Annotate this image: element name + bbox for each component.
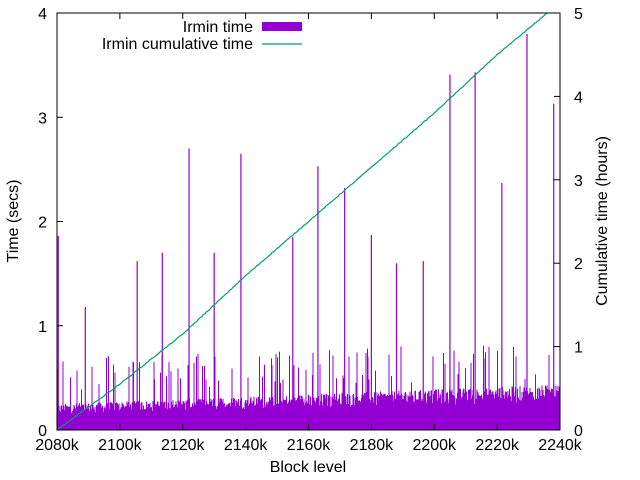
legend-label-irmin-time: Irmin time <box>183 19 253 36</box>
x-tick-label: 2220k <box>475 437 520 454</box>
y-tick-label: 2 <box>38 215 47 232</box>
x-tick-label: 2160k <box>287 437 332 454</box>
x-tick-label: 2120k <box>161 437 206 454</box>
legend-label-cumulative: Irmin cumulative time <box>102 36 253 53</box>
y2-tick-label: 2 <box>574 256 583 273</box>
x-tick-label: 2080k <box>35 437 80 454</box>
y2-tick-label: 4 <box>574 89 583 106</box>
axis-ticks: 2080k 2100k 2120k 2140k 2160k 2180k 2200k 2220k… <box>35 6 583 454</box>
x-tick-label: 2200k <box>412 437 457 454</box>
y-tick-label: 4 <box>38 6 47 23</box>
y-tick-label: 0 <box>38 423 47 440</box>
y-tick-label: 1 <box>38 319 47 336</box>
x-tick-label: 2140k <box>224 437 269 454</box>
y-tick-label: 3 <box>38 110 47 127</box>
y-axis-title: Time (secs) <box>5 180 22 263</box>
x-axis-title: Block level <box>270 459 346 476</box>
y2-tick-label: 1 <box>574 340 583 357</box>
y2-tick-label: 5 <box>574 6 583 23</box>
y2-tick-label: 3 <box>574 173 583 190</box>
irmin-time-bars <box>56 33 561 430</box>
legend-swatch-irmin-time <box>262 22 302 31</box>
y2-tick-label: 0 <box>574 423 583 440</box>
legend: Irmin time Irmin cumulative time <box>102 19 302 53</box>
x-tick-label: 2240k <box>538 437 583 454</box>
y2-axis-title: Cumulative time (hours) <box>594 136 611 306</box>
x-tick-label: 2100k <box>98 437 143 454</box>
irmin-cumulative-time-line <box>56 12 548 431</box>
x-tick-label: 2180k <box>350 437 395 454</box>
